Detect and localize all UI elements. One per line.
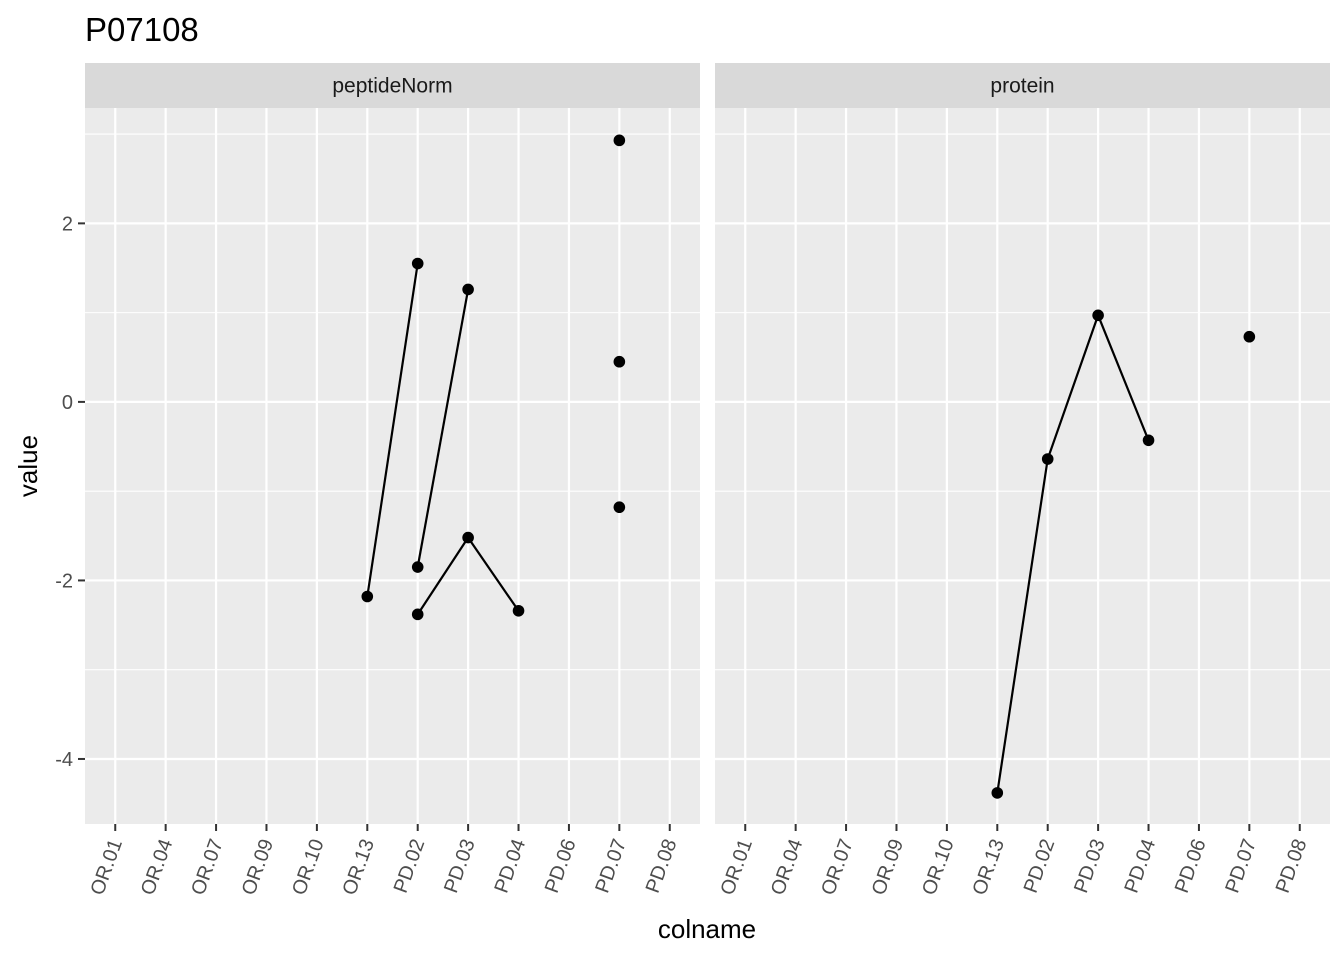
data-point <box>1142 434 1155 447</box>
panels-layer: OR.01 OR.04 OR.07 OR.09 OR.10 OR.13 PD.02 PD.03… <box>55 63 1330 898</box>
x-tick-label: PD.07 <box>591 836 631 896</box>
x-tick-label: PD.03 <box>1070 836 1110 896</box>
x-tick-label: OR.09 <box>868 836 908 898</box>
data-point <box>613 355 626 368</box>
panel-background <box>85 108 700 824</box>
panel-peptideNorm: OR.01 OR.04 OR.07 OR.09 OR.10 OR.13 PD.02 PD.03… <box>55 63 700 898</box>
data-point <box>1041 453 1054 465</box>
y-tick-label: 2 <box>62 213 73 235</box>
x-tick-label: PD.04 <box>491 836 531 896</box>
x-tick-label: PD.07 <box>1221 836 1261 896</box>
data-point <box>462 283 474 296</box>
x-tick-label: OR.04 <box>767 836 807 898</box>
y-tick-label: -2 <box>55 570 73 592</box>
data-point <box>411 608 424 621</box>
series-line <box>996 312 1150 794</box>
data-point <box>361 590 374 603</box>
x-tick-label: PD.08 <box>642 836 682 896</box>
x-tick-label: PD.04 <box>1121 836 1161 896</box>
x-tick-label: OR.10 <box>918 836 958 898</box>
x-tick-label: OR.07 <box>187 836 227 898</box>
x-tick-label: PD.06 <box>1171 836 1211 896</box>
facet-strip <box>85 63 700 108</box>
x-tick-label: OR.04 <box>137 836 177 898</box>
x-tick-label: PD.03 <box>440 836 480 896</box>
x-tick-label: OR.10 <box>288 836 328 898</box>
data-point <box>991 787 1004 799</box>
data-point <box>462 531 474 544</box>
x-tick-label: OR.13 <box>339 836 379 898</box>
x-axis-title: colname <box>658 914 756 944</box>
chart-title: P07108 <box>85 11 199 48</box>
series-line <box>416 289 470 568</box>
y-tick-label: 0 <box>62 392 73 414</box>
data-point <box>1243 330 1256 343</box>
x-tick-label: OR.09 <box>238 836 278 898</box>
x-tick-label: OR.01 <box>716 836 756 898</box>
series-line <box>366 263 419 597</box>
facet-strip-label: protein <box>990 75 1054 98</box>
x-tick-label: PD.08 <box>1272 836 1312 896</box>
panel-protein: OR.01 OR.04 OR.07 OR.09 OR.10 OR.13 PD.02 PD.03… <box>715 63 1330 898</box>
y-tick-label: -4 <box>55 749 73 771</box>
x-tick-label: OR.07 <box>817 836 857 898</box>
facet-strip-label: peptideNorm <box>332 75 452 98</box>
data-point <box>411 257 424 270</box>
x-tick-label: PD.06 <box>541 836 581 896</box>
data-point <box>613 134 626 147</box>
data-point <box>512 604 525 617</box>
x-tick-label: PD.02 <box>1020 836 1060 896</box>
x-tick-label: OR.13 <box>969 836 1009 898</box>
y-axis-title: value <box>13 435 43 497</box>
facet-strip <box>715 63 1330 108</box>
x-tick-label: OR.01 <box>86 836 126 898</box>
x-tick-label: PD.02 <box>390 836 430 896</box>
panel-background <box>715 108 1330 824</box>
data-point <box>1092 309 1104 322</box>
data-point <box>613 501 626 514</box>
data-point <box>411 561 424 573</box>
